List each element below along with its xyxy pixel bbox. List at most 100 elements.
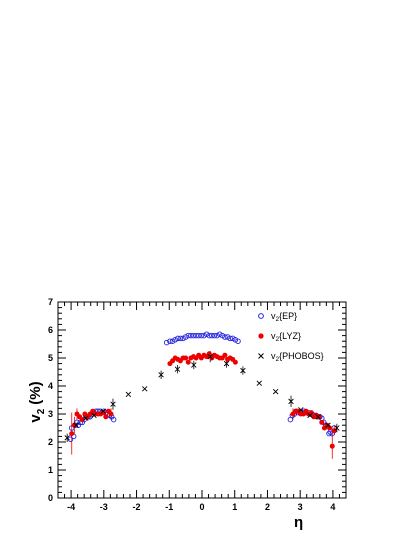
phobos-point (158, 372, 164, 378)
phobos-point (272, 388, 279, 395)
ep-point (326, 430, 332, 437)
ep-point (167, 338, 173, 344)
ep-point (206, 332, 212, 339)
x-tick-label: -1 (165, 502, 173, 512)
ep-point (193, 332, 199, 339)
phobos-point (110, 401, 116, 407)
x-tick-label: 0 (199, 502, 204, 512)
y-tick-label: 4 (48, 381, 53, 391)
ep-point (195, 332, 202, 339)
phobos-point (64, 435, 70, 441)
phobos-point (325, 422, 331, 428)
lyz-point (232, 359, 238, 365)
ep-point (172, 337, 178, 343)
lyz-point (319, 419, 325, 425)
y-tick-label: 0 (48, 493, 53, 503)
phobos-point (207, 353, 213, 360)
lyz-point (100, 410, 106, 416)
lyz-point (308, 410, 314, 416)
ep-point (224, 334, 231, 340)
ep-point (185, 332, 192, 339)
ep-point (201, 332, 207, 339)
phobos-point (83, 415, 89, 421)
lyz-point (71, 422, 77, 428)
phobos-point (174, 366, 181, 372)
data-markers (64, 331, 340, 449)
ep-point (175, 335, 181, 342)
y-tick-label: 6 (48, 325, 53, 335)
y-tick-label: 7 (48, 297, 53, 307)
ep-point (180, 335, 186, 342)
phobos-point (191, 362, 197, 368)
legend-marker-phobos (258, 353, 264, 359)
x-tick-label: 1 (232, 502, 237, 512)
ep-point (110, 416, 117, 423)
phobos-point (288, 398, 294, 405)
lyz-point (108, 411, 114, 417)
ep-point (232, 337, 239, 343)
ep-point (182, 334, 189, 340)
phobos-point (256, 380, 262, 386)
plot-frame (57, 301, 347, 499)
x-tick-label: -2 (133, 502, 141, 512)
y-tick-label: 1 (48, 465, 53, 475)
ep-point (188, 332, 194, 339)
lyz-point (79, 417, 85, 423)
ep-point (222, 334, 228, 340)
x-tick-label: -4 (67, 502, 75, 512)
ep-point (235, 338, 241, 344)
lyz-point (183, 355, 189, 361)
y-tick-label: 2 (48, 437, 53, 447)
legend-marker-lyz (258, 333, 264, 339)
lyz-point (185, 359, 191, 365)
phobos-point (315, 414, 321, 420)
x-axis-title: η (294, 514, 303, 531)
x-tick-label: -3 (100, 502, 108, 512)
ep-point (198, 332, 205, 339)
x-tick-label: 4 (330, 502, 335, 512)
phobos-point (334, 425, 340, 431)
lyz-point (316, 414, 322, 420)
phobos-point (298, 407, 304, 413)
y-tick-label: 3 (48, 409, 53, 419)
ep-point (163, 339, 170, 346)
lyz-point (103, 414, 109, 420)
ep-point (190, 332, 197, 339)
lyz-point (329, 443, 335, 449)
y-axis-title: v2(%) (27, 381, 47, 422)
phobos-point (91, 412, 97, 419)
phobos-point (142, 386, 148, 392)
phobos-point (240, 367, 246, 374)
ep-point (68, 425, 75, 431)
phobos-point (223, 360, 230, 367)
lyz-point (206, 351, 212, 357)
legend-label-ep: v2{EP} (271, 311, 297, 323)
x-tick-label: 2 (265, 502, 270, 512)
lyz-point (222, 352, 228, 358)
axis-ticks: 0 1 2 3 4 5 6 7 -4 -3 -2 -1 0 1 2 3 4 (48, 297, 347, 512)
ep-point (209, 332, 215, 339)
ep-point (177, 335, 184, 342)
legend-label-phobos: v2{PHOBOS} (271, 351, 324, 363)
ep-point (214, 332, 220, 339)
error-bars (66, 351, 338, 459)
lyz-point (327, 425, 333, 431)
y-tick-label: 5 (48, 353, 53, 363)
legend: v2{EP} v2{LYZ} v2{PHOBOS} (258, 311, 324, 363)
phobos-point (100, 408, 106, 414)
ep-point (216, 331, 223, 337)
phobos-point (73, 422, 79, 428)
ep-point (219, 332, 226, 339)
ep-point (203, 331, 210, 337)
x-tick-label: 3 (298, 502, 303, 512)
phobos-point (307, 412, 313, 419)
ep-point (211, 332, 218, 339)
ep-point (169, 338, 176, 344)
ep-point (227, 335, 233, 342)
phobos-point (125, 391, 132, 398)
ep-point (230, 335, 236, 342)
lyz-point (69, 431, 75, 437)
legend-marker-ep (258, 313, 264, 319)
legend-label-lyz: v2{LYZ} (271, 331, 301, 343)
